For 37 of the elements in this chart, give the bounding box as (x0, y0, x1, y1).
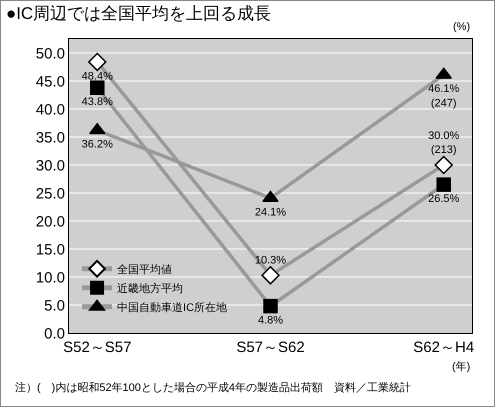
point (90, 80, 105, 95)
x-axis-title: (年) (452, 361, 470, 373)
point (434, 156, 453, 174)
y-tick-label: 10.0 (36, 269, 65, 286)
data-label: 30.0% (213) (428, 130, 460, 156)
y-tick-label: 15.0 (36, 241, 65, 258)
x-tick-label: S52～S57 (63, 339, 132, 356)
y-tick-label: 35.0 (36, 129, 65, 146)
data-label: 46.1% (247) (428, 83, 460, 110)
point (436, 177, 451, 192)
data-label: 36.2% (82, 138, 114, 151)
y-tick-label: 30.0 (36, 157, 65, 174)
legend-label: 中国自動車道IC所在地 (117, 301, 228, 314)
y-tick-label: 40.0 (36, 101, 65, 118)
data-label: 4.8% (258, 314, 284, 326)
data-label: 10.3% (254, 254, 286, 266)
y-axis-title: (%) (453, 21, 470, 33)
chart-title: ●IC周辺では全国平均を上回る成長 (6, 4, 272, 24)
y-tick-label: 0.0 (44, 325, 65, 342)
legend-label: 近畿地方平均 (117, 282, 184, 296)
y-tick-label: 20.0 (36, 213, 65, 230)
data-label: 43.8% (82, 96, 114, 108)
legend-label: 全国平均値 (117, 264, 172, 276)
text: 注）( )内は昭和52年100とした場合の平成4年の製造品出荷額 資料／工業統計 (15, 381, 412, 394)
point (88, 52, 106, 72)
data-label: 26.5% (428, 192, 460, 205)
x-tick-label: S62～H4 (413, 339, 474, 356)
y-tick-label: 45.0 (36, 73, 65, 90)
data-label: 24.1% (254, 206, 286, 218)
point (263, 298, 278, 314)
y-tick-label: 50.0 (36, 45, 65, 62)
data-label: 48.4% (82, 70, 114, 82)
x-tick-label: S57～S62 (236, 339, 305, 356)
point (262, 190, 279, 202)
point (261, 266, 280, 285)
y-tick-label: 5.0 (44, 297, 65, 314)
y-tick-label: 25.0 (36, 185, 65, 202)
